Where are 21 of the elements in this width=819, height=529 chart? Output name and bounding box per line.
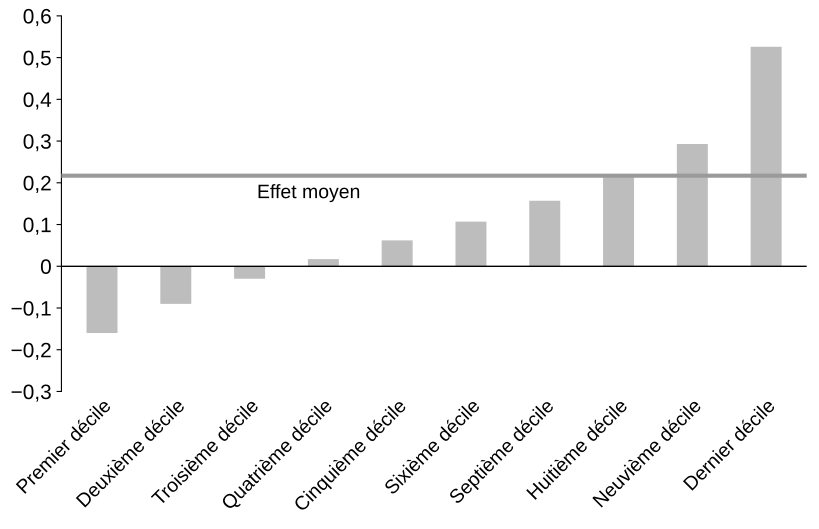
bar [676, 144, 708, 266]
y-tick-label: −0,3 [12, 384, 51, 402]
ref-line-label: Effet moyen [258, 184, 360, 202]
y-tick-label: −0,2 [12, 342, 51, 360]
bar [455, 222, 486, 266]
y-tick-label: 0,6 [24, 8, 51, 26]
y-tick-label: 0,1 [24, 218, 51, 235]
bar [603, 176, 634, 266]
bar [160, 266, 192, 304]
y-tick-label: 0,3 [24, 134, 51, 152]
bar [529, 200, 560, 266]
y-tick-label: 0,2 [24, 176, 51, 194]
bar [86, 266, 118, 334]
bar [382, 240, 413, 266]
bar [308, 259, 339, 266]
bar [234, 266, 266, 279]
y-tick-label: −0,1 [12, 300, 51, 318]
y-tick-label: 0,4 [24, 92, 52, 110]
y-tick-label: 0,5 [24, 50, 51, 68]
bar [750, 46, 782, 266]
y-tick-label: 0 [40, 259, 51, 274]
